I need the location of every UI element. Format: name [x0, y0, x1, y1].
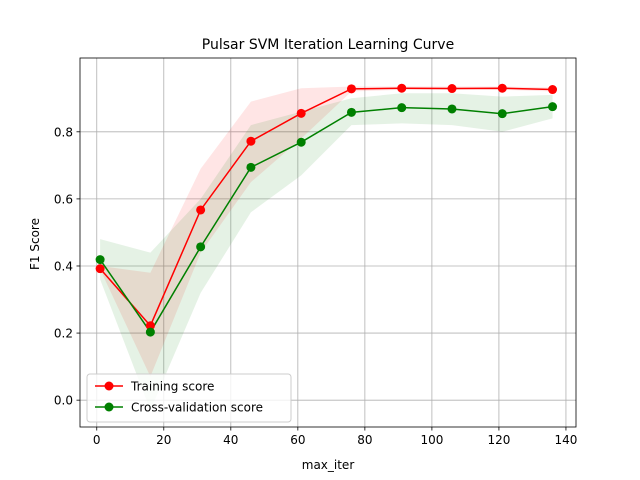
- training-score-point: [447, 84, 457, 94]
- training-score-point: [196, 205, 206, 215]
- x-axis-label: max_iter: [302, 458, 355, 472]
- x-tick-label: 120: [487, 433, 510, 447]
- x-tick-label: 40: [223, 433, 238, 447]
- training-score-point: [296, 108, 306, 118]
- y-tick-label: 0.2: [54, 327, 73, 341]
- legend-box: [86, 373, 292, 423]
- training-score-point: [145, 321, 155, 331]
- cross-validation-score-point: [95, 255, 105, 265]
- training-score-band: [100, 86, 553, 377]
- y-axis-label: F1 Score: [28, 218, 42, 270]
- cross-validation-score-point: [246, 162, 256, 172]
- cross-validation-score-point: [548, 102, 558, 112]
- series-markers: [95, 83, 558, 337]
- plot-frame: [79, 57, 577, 428]
- ticks: 0 20 40 60 80 100 120 140 0.0 0.2 0.4 0.6 0.8: [54, 125, 577, 447]
- x-tick-label: 60: [290, 433, 305, 447]
- series-lines: [99, 87, 553, 334]
- training-score-line: [99, 87, 553, 328]
- cross-validation-score-point: [346, 107, 356, 117]
- x-tick-label: 0: [93, 433, 101, 447]
- cross-validation-score-point: [397, 103, 407, 113]
- training-score-point: [497, 83, 507, 93]
- cross-validation-score-point: [296, 137, 306, 147]
- y-tick-label: 0.0: [54, 394, 73, 408]
- training-score-point: [95, 264, 105, 274]
- training-score-point: [397, 83, 407, 93]
- x-tick-label: 140: [554, 433, 577, 447]
- chart-title: Pulsar SVM Iteration Learning Curve: [202, 37, 454, 53]
- y-tick-label: 0.6: [54, 192, 73, 206]
- cross-validation-score-line: [99, 105, 553, 334]
- legend-label: Training score: [130, 380, 214, 394]
- training-score-point: [548, 85, 558, 95]
- axes: [79, 57, 577, 428]
- training-score-point: [346, 84, 356, 94]
- training-score-point: [246, 136, 256, 146]
- y-tick-label: 0.8: [54, 125, 73, 139]
- x-tick-label: 100: [420, 433, 443, 447]
- x-tick-label: 20: [156, 433, 171, 447]
- x-tick-label: 80: [357, 433, 372, 447]
- cross-validation-score-point: [196, 242, 206, 252]
- y-tick-label: 0.4: [54, 259, 73, 273]
- cross-validation-score-point: [447, 104, 457, 114]
- cross-validation-score-point: [497, 109, 507, 119]
- cross-validation-score-point: [145, 327, 155, 337]
- legend: Training score Cross-validation score: [86, 373, 292, 423]
- legend-swatch-marker: [104, 381, 114, 391]
- legend-swatch-marker: [104, 402, 114, 412]
- legend-label: Cross-validation score: [131, 401, 263, 415]
